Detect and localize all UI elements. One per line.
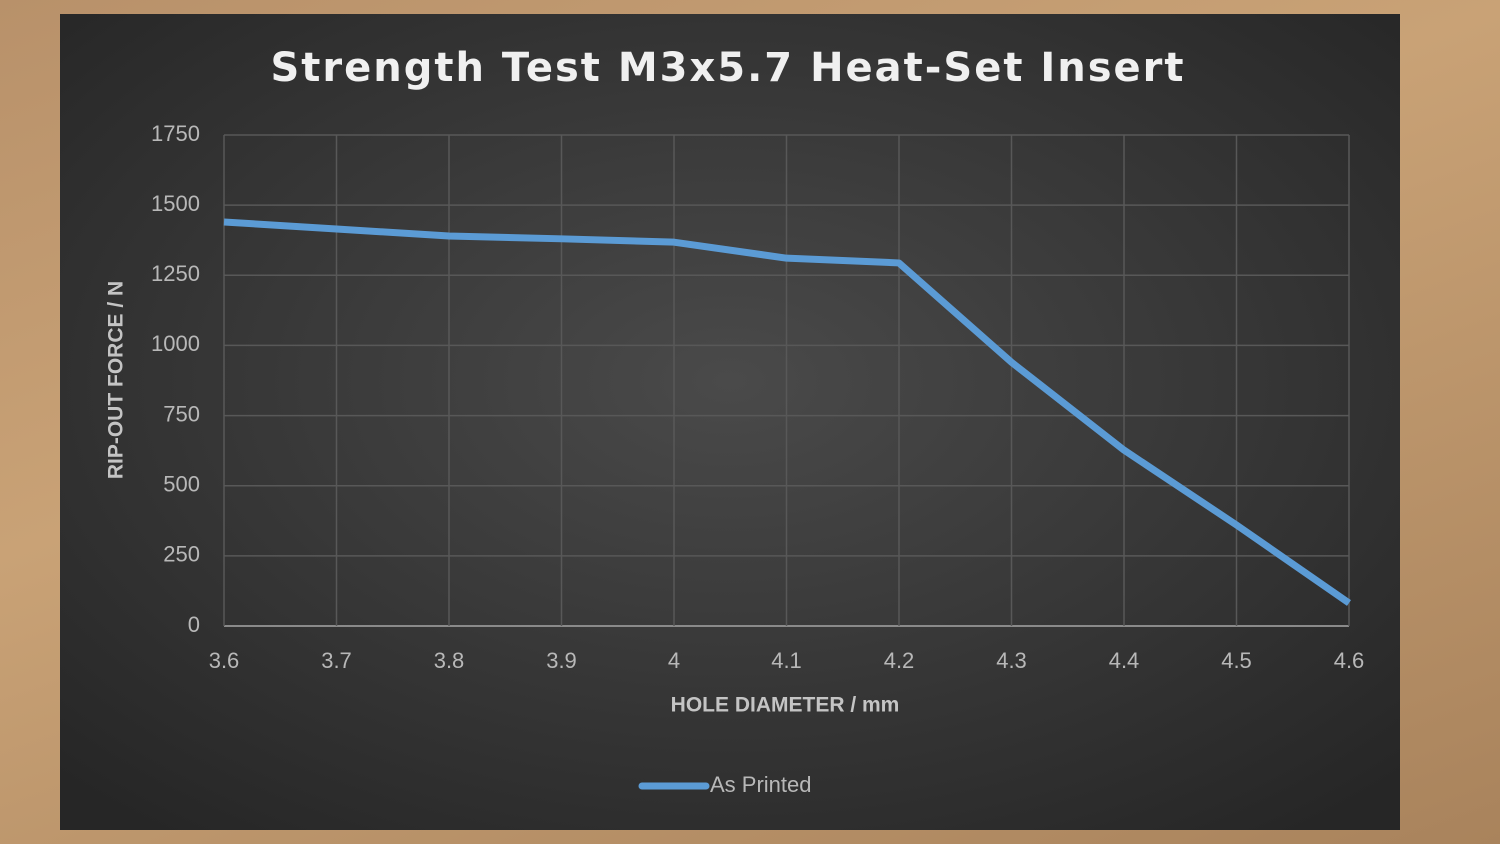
x-tick-label: 4.6 [1334,648,1365,673]
x-tick-label: 3.6 [209,648,240,673]
chart-panel [60,14,1400,830]
x-tick-label: 4 [668,648,680,673]
y-tick-label: 1750 [151,121,200,146]
y-tick-label: 1250 [151,261,200,286]
y-tick-label: 0 [188,612,200,637]
y-tick-label: 1500 [151,191,200,216]
y-tick-label: 1000 [151,331,200,356]
x-tick-label: 4.2 [884,648,915,673]
y-axis-label: RIP-OUT FORCE / N [105,281,128,479]
y-tick-label: 750 [163,401,200,426]
x-tick-label: 4.3 [996,648,1027,673]
x-tick-label: 4.5 [1221,648,1252,673]
x-tick-label: 3.8 [434,648,465,673]
x-tick-label: 3.9 [546,648,577,673]
y-tick-label: 500 [163,472,200,497]
y-tick-label: 250 [163,542,200,567]
legend-label: As Printed [710,772,812,797]
x-tick-label: 3.7 [321,648,352,673]
series-line [223,218,1351,606]
x-axis-label: HOLE DIAMETER / mm [671,694,900,717]
chart-title: Strength Test M3x5.7 Heat-Set Insert [270,45,1185,91]
x-tick-label: 4.1 [771,648,802,673]
x-tick-label: 4.4 [1109,648,1140,673]
